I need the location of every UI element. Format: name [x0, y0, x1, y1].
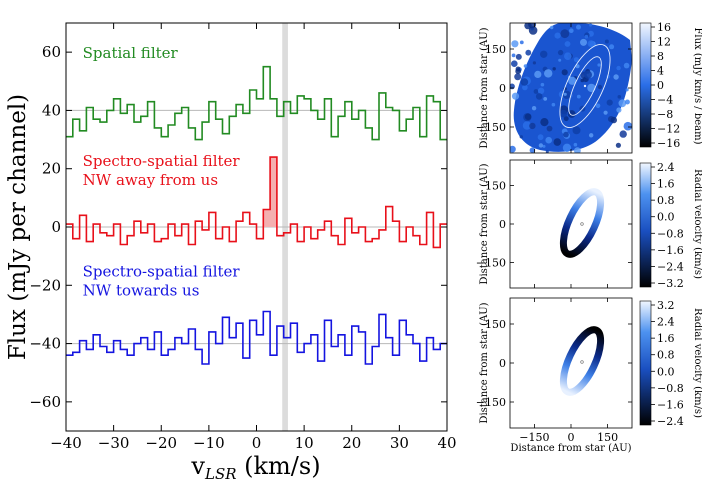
series-2-label: Spectro-spatial filter: [83, 263, 241, 281]
map-y-tick-label: 150: [485, 318, 506, 331]
colorbar-tick-label: 3.2: [657, 299, 675, 312]
x-tick-label: 30: [390, 434, 409, 452]
velocity-away-colorbar: [639, 162, 652, 288]
star-marker: [580, 360, 584, 364]
y-tick-label: −60: [29, 393, 61, 411]
colorbar-tick-label: 2.4: [657, 316, 675, 329]
star-marker: [583, 84, 587, 88]
map3-y-axis-label: Distance from star (AU): [479, 302, 490, 423]
velocity-ring-away: [559, 188, 605, 258]
map-y-tick-label: −150: [476, 121, 506, 134]
colorbar-tick-label: 0: [657, 79, 664, 92]
colorbar-tick-label: 0.8: [657, 194, 675, 207]
flux-colorbar: [639, 22, 652, 148]
x-tick-label: −30: [98, 434, 130, 452]
x-tick-label: 0: [252, 434, 262, 452]
series-0-label: Spatial filter: [83, 44, 179, 62]
velocity-away-colorbar-label: Radial velocity (km/s): [692, 169, 702, 279]
map-y-tick-label: 150: [485, 180, 506, 193]
colorbar-tick-label: −12: [657, 123, 680, 136]
map1-y-axis-label: Distance from star (AU): [479, 27, 490, 148]
x-tick-label: −20: [145, 434, 177, 452]
flux-colorbar-label: Flux (mJy km/s / beam): [692, 27, 702, 144]
map-x-tick-label: 0: [568, 431, 575, 444]
y-tick-label: 60: [42, 43, 61, 61]
x-tick-label: 20: [342, 434, 361, 452]
velocity-model-towards-panel: [509, 297, 633, 429]
series-0-spectrum-line: [66, 65, 447, 141]
spectrum-y-axis-label: Flux (mJy per channel): [5, 94, 31, 360]
map-y-tick-label: 150: [485, 43, 506, 56]
flux-map-panel: [509, 22, 633, 154]
x-tick-label: 40: [437, 434, 456, 452]
series-1-spectrum-line: [66, 156, 447, 249]
map-y-tick-label: 0: [499, 218, 506, 231]
colorbar-tick-label: −16: [657, 137, 680, 150]
colorbar-tick-label: −4: [657, 94, 673, 107]
spectrum-x-axis-label: vLSR (km/s): [190, 452, 320, 483]
series-1-label: Spectro-spatial filter: [83, 152, 241, 170]
y-tick-label: −20: [29, 276, 61, 294]
map-y-tick-label: 0: [499, 82, 506, 95]
colorbar-tick-label: 16: [657, 21, 671, 34]
x-tick-label: −10: [193, 434, 225, 452]
colorbar-tick-label: 12: [657, 36, 671, 49]
colorbar-tick-label: −3.2: [657, 277, 684, 290]
y-tick-label: 0: [51, 218, 61, 236]
map-y-tick-label: −150: [476, 256, 506, 269]
colorbar-tick-label: −1.6: [657, 244, 684, 257]
map-y-tick-label: 0: [499, 357, 506, 370]
colorbar-tick-label: 0.0: [657, 365, 675, 378]
y-tick-label: 20: [42, 160, 61, 178]
colorbar-tick-label: −2.4: [657, 260, 684, 273]
map3-x-axis-label: Distance from star (AU): [510, 443, 631, 454]
colorbar-tick-label: 1.6: [657, 178, 675, 191]
colorbar-tick-label: 2.4: [657, 161, 675, 174]
velocity-towards-colorbar-label: Radial velocity (km/s): [692, 308, 702, 418]
series-2-label: NW towards us: [83, 282, 200, 300]
colorbar-tick-label: −0.8: [657, 382, 684, 395]
flux-map-inner-contour: [568, 56, 602, 116]
colorbar-tick-label: −0.8: [657, 227, 684, 240]
x-tick-label: −40: [50, 434, 82, 452]
y-tick-label: 40: [42, 101, 61, 119]
series-2-spectrum-line: [66, 310, 447, 365]
velocity-ring-towards: [559, 326, 605, 396]
map-x-tick-label: −150: [519, 431, 549, 444]
star-marker: [580, 222, 584, 226]
colorbar-tick-label: −1.6: [657, 398, 684, 411]
velocity-model-towards-frame: [509, 297, 633, 429]
x-tick-label: 10: [295, 434, 314, 452]
map-y-tick-label: −150: [476, 396, 506, 409]
velocity-towards-colorbar: [639, 300, 652, 426]
map2-y-axis-label: Distance from star (AU): [479, 163, 490, 284]
colorbar-tick-label: 0.8: [657, 349, 675, 362]
velocity-model-away-panel: [509, 159, 633, 289]
flux-map-outer-contour: [559, 44, 611, 128]
map-x-tick-label: 150: [597, 431, 618, 444]
colorbar-tick-label: −2.4: [657, 415, 684, 428]
colorbar-tick-label: 0.0: [657, 211, 675, 224]
spectrum-panel: −40 −30 −20 −10 0 10 20 30 40 −60 −40 −20 0 20 40 60 Sp…: [5, 22, 457, 483]
colorbar-tick-label: −8: [657, 108, 673, 121]
colorbar-tick-label: 4: [657, 65, 664, 78]
y-tick-label: −40: [29, 335, 61, 353]
colorbar-tick-label: 8: [657, 50, 664, 63]
colorbar-tick-label: 1.6: [657, 332, 675, 345]
series-1-label: NW away from us: [83, 171, 218, 189]
